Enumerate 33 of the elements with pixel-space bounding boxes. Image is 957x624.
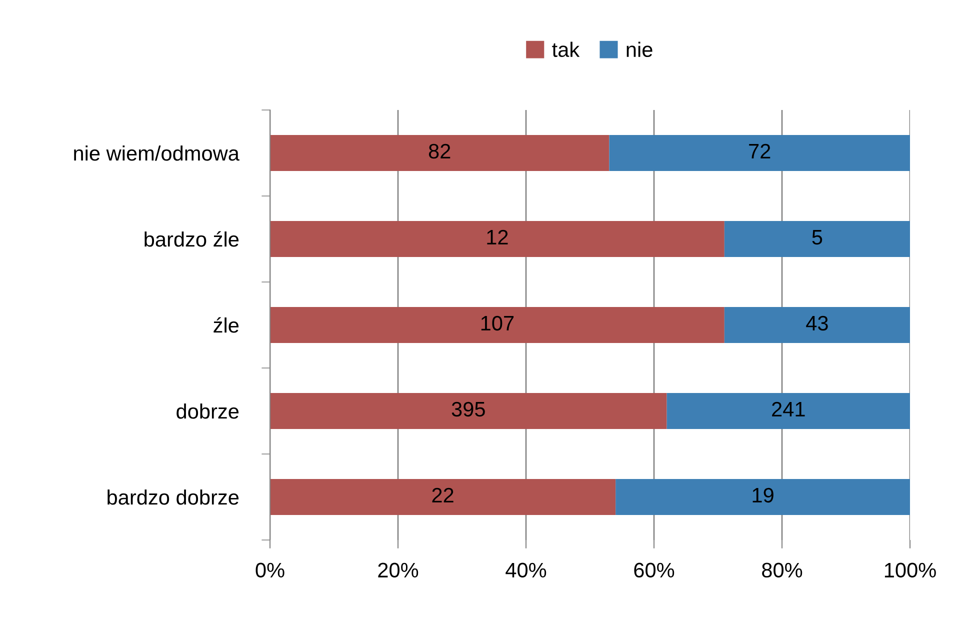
- annotation: 82: [428, 144, 450, 159]
- bar: [270, 392, 667, 430]
- x-tick-label: 100%: [884, 562, 936, 578]
- x-tick-label: 60%: [634, 562, 674, 578]
- annotation: 395: [452, 402, 485, 417]
- bar: [270, 220, 724, 258]
- bar: [616, 478, 910, 516]
- bar: [666, 392, 910, 430]
- x-tick-label: 80%: [762, 562, 802, 578]
- x-tick-label: 0%: [256, 562, 284, 578]
- bar: [609, 134, 910, 172]
- annotation: 107: [481, 316, 514, 331]
- annotation: 19: [752, 488, 774, 503]
- bar: [270, 306, 724, 344]
- annotation: 22: [432, 488, 454, 502]
- x-tick-label: 40%: [506, 562, 546, 578]
- bar: [724, 306, 910, 344]
- y-tick-label: bardzo źle: [144, 231, 239, 247]
- annotation: 72: [749, 144, 770, 158]
- annotation: 12: [487, 230, 508, 244]
- annotation: 241: [772, 402, 805, 416]
- bar: [724, 220, 910, 258]
- y-tick-label: dobrze: [176, 403, 239, 419]
- bar: [270, 134, 610, 172]
- y-tick-label: bardzo dobrze: [108, 489, 239, 505]
- y-tick-label: źle: [214, 317, 239, 333]
- annotation: 43: [806, 316, 828, 331]
- x-tick-label: 20%: [378, 562, 418, 578]
- bar: [270, 478, 616, 516]
- legend-label: nie: [626, 42, 652, 58]
- annotation: 5: [812, 230, 822, 245]
- legend-label: tak: [552, 42, 580, 58]
- y-tick-label: nie wiem/odmowa: [74, 145, 240, 161]
